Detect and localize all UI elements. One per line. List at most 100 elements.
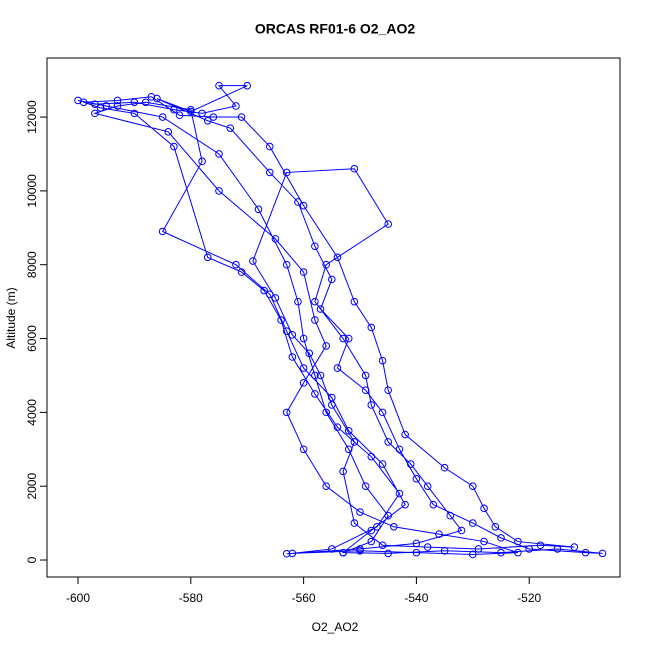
- data-point: [271, 294, 280, 302]
- data-point: [553, 545, 562, 553]
- data-point: [480, 537, 488, 546]
- data-point: [282, 168, 291, 177]
- data-point: [412, 548, 421, 557]
- data-point: [344, 445, 353, 454]
- data-point: [423, 543, 432, 551]
- data-point: [311, 390, 319, 398]
- data-point: [147, 92, 156, 101]
- data-point: [249, 257, 257, 265]
- data-point: [367, 537, 376, 546]
- data-point: [170, 105, 178, 114]
- x-axis-label: O2_AO2: [312, 620, 359, 634]
- data-point: [401, 500, 409, 509]
- data-point: [373, 522, 381, 531]
- data-point: [294, 297, 302, 306]
- data-point: [361, 386, 370, 395]
- data-point: [79, 98, 88, 107]
- data-point: [514, 548, 522, 557]
- data-point: [311, 297, 319, 306]
- data-point: [328, 275, 336, 284]
- data-point: [570, 543, 579, 551]
- data-point: [361, 371, 370, 380]
- data-point: [378, 408, 387, 417]
- data-point: [299, 201, 308, 210]
- data-point: [299, 268, 308, 276]
- data-point: [480, 504, 488, 513]
- data-point: [322, 482, 330, 490]
- y-tick-label: 12000: [25, 100, 39, 134]
- data-point: [384, 386, 393, 395]
- data-point: [203, 116, 212, 125]
- data-point: [469, 519, 477, 527]
- data-point: [209, 113, 218, 121]
- data-point: [378, 356, 387, 365]
- data-point: [435, 530, 443, 538]
- data-point: [282, 408, 291, 417]
- data-point: [215, 187, 223, 195]
- data-point: [305, 349, 314, 358]
- data-point: [367, 401, 376, 409]
- data-point: [265, 168, 274, 177]
- data-point: [469, 482, 477, 490]
- data-point: [141, 98, 150, 107]
- data-point: [457, 526, 466, 535]
- data-point: [378, 460, 387, 468]
- data-point: [170, 142, 178, 151]
- data-point: [328, 401, 336, 409]
- data-point: [378, 541, 387, 550]
- data-point: [130, 98, 139, 107]
- data-point: [265, 142, 274, 151]
- data-point: [339, 548, 347, 557]
- data-point: [344, 427, 353, 435]
- data-point: [350, 297, 359, 306]
- data-point: [113, 96, 122, 105]
- data-point: [299, 334, 308, 343]
- data-point: [91, 109, 99, 118]
- data-point: [367, 526, 376, 535]
- data-point: [333, 423, 342, 431]
- data-point: [198, 157, 206, 166]
- data-point: [215, 81, 223, 90]
- chart-title: ORCAS RF01-6 O2_AO2: [255, 21, 415, 37]
- data-point: [265, 290, 274, 299]
- data-point: [356, 545, 364, 553]
- data-point: [339, 467, 347, 476]
- data-point: [525, 545, 533, 553]
- y-tick-label: 10000: [25, 174, 39, 208]
- data-point: [282, 327, 291, 335]
- data-point: [215, 150, 223, 158]
- data-point: [514, 537, 522, 546]
- data-point: [311, 242, 319, 251]
- data-point: [232, 102, 240, 110]
- y-tick-label: 2000: [25, 473, 39, 500]
- y-tick-label: 6000: [25, 325, 39, 352]
- data-point: [299, 445, 308, 454]
- data-point: [367, 323, 376, 332]
- data-point: [395, 445, 404, 454]
- data-point: [187, 105, 195, 114]
- x-tick-label: -580: [179, 591, 203, 605]
- data-point: [322, 408, 330, 417]
- data-point: [406, 460, 415, 468]
- data-point: [113, 102, 122, 110]
- data-point: [288, 353, 297, 361]
- data-point: [333, 364, 342, 372]
- y-tick-label: 8000: [25, 251, 39, 278]
- data-point: [497, 534, 505, 542]
- data-point: [288, 549, 297, 558]
- data-point: [237, 113, 246, 121]
- data-point: [237, 268, 246, 276]
- data-point: [299, 379, 308, 387]
- plot-box: [46, 57, 621, 578]
- data-point: [232, 260, 240, 269]
- data-point: [361, 482, 370, 490]
- data-point: [322, 342, 330, 350]
- data-point: [158, 113, 167, 121]
- y-tick-label: 0: [25, 556, 39, 563]
- data-point: [91, 100, 99, 108]
- data-point: [282, 260, 291, 269]
- data-point: [581, 548, 590, 557]
- data-point: [384, 220, 393, 228]
- data-point: [423, 482, 432, 490]
